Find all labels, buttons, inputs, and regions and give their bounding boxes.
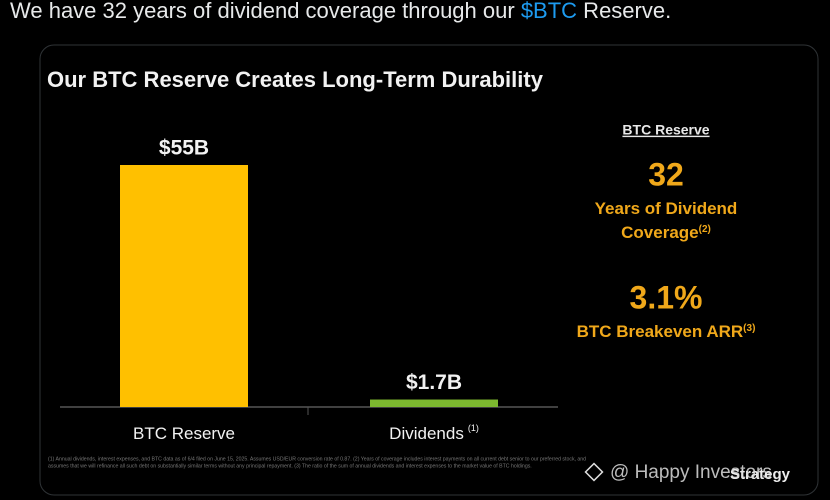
footnote-marker: (1) — [468, 423, 479, 433]
stat-label-line: Coverage — [621, 223, 698, 242]
side-heading: BTC Reserve — [622, 122, 709, 138]
value-label: $1.7B — [406, 371, 462, 394]
stat-label: BTC Breakeven ARR(3) — [577, 322, 756, 341]
stat-value: 3.1% — [630, 279, 703, 315]
stat-label-line: Years of Dividend — [595, 199, 738, 218]
footnote-marker: (2) — [699, 224, 711, 235]
stat-label: Years of Dividend — [595, 199, 738, 218]
watermark: @ Happy Investors — [610, 462, 772, 483]
category-name: BTC Reserve — [133, 424, 235, 443]
stat-label-line: BTC Breakeven ARR — [577, 322, 744, 341]
watermark-icon — [584, 462, 604, 482]
bar — [370, 399, 498, 407]
footnote: (1) Annual dividends, interest expenses,… — [48, 456, 586, 462]
footnote-marker: (3) — [743, 323, 755, 334]
watermark-diamond — [584, 462, 604, 482]
category-label: Dividends (1) — [389, 423, 479, 443]
value-label: $55B — [159, 137, 209, 160]
category-label: BTC Reserve — [133, 424, 235, 443]
tweet-text-part: We have 32 years of dividend coverage th… — [10, 0, 521, 23]
tweet-text: We have 32 years of dividend coverage th… — [10, 0, 671, 23]
category-name: Dividends — [389, 424, 464, 443]
cashtag[interactable]: $BTC — [521, 0, 577, 23]
bar — [120, 165, 248, 407]
chart-title: Our BTC Reserve Creates Long-Term Durabi… — [47, 67, 544, 92]
stat-value: 32 — [648, 156, 684, 192]
stat-label: Coverage(2) — [621, 223, 711, 242]
tweet-text-part: Reserve. — [577, 0, 671, 23]
logo: Strategy — [730, 466, 791, 483]
side-panel: BTC Reserve 32 Years of Dividend Coverage(2… — [577, 122, 756, 342]
footnote: assumes that we will refinance all such … — [48, 463, 532, 469]
